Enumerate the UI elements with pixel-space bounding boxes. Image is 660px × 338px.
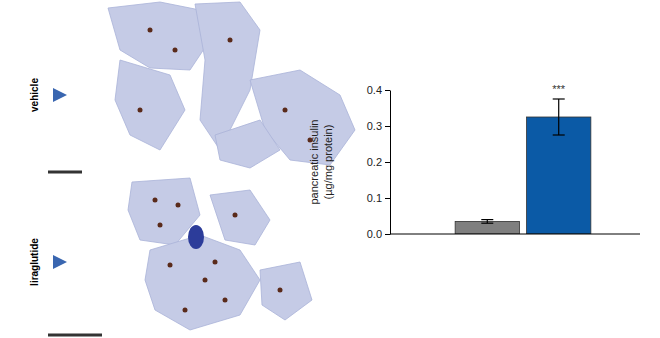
islet (158, 223, 163, 228)
arrow (53, 88, 67, 102)
error-cap (481, 219, 493, 220)
panel-label: vehicle (29, 78, 40, 112)
error-cap (481, 223, 493, 224)
error-bar (558, 99, 559, 135)
x-axis-line (390, 234, 640, 235)
tissue-section (260, 262, 312, 320)
plot-area (455, 99, 591, 234)
islet (213, 260, 218, 265)
islet (223, 298, 228, 303)
islet (203, 278, 208, 283)
bar (455, 221, 519, 234)
y-tick-mark (385, 90, 390, 91)
y-tick: 0.3 (367, 120, 390, 132)
arrow (53, 255, 67, 269)
error-cap (553, 98, 565, 99)
tissue-section (115, 60, 185, 150)
tissue-section (210, 190, 270, 245)
bar (527, 117, 591, 234)
y-axis-line (390, 91, 391, 235)
tissue-section (215, 120, 280, 168)
tissue-section (145, 235, 260, 330)
y-tick-label: 0.3 (367, 120, 382, 132)
y-tick-mark (385, 234, 390, 235)
islet (138, 108, 143, 113)
y-axis: 0.0 0.1 0.2 0.3 0.4 (367, 84, 391, 240)
scale-bar (48, 334, 102, 337)
islet (168, 263, 173, 268)
y-tick-mark (385, 126, 390, 127)
panel-label: liraglutide (29, 238, 40, 286)
islet (228, 38, 233, 43)
y-axis-title: pancreatic insulin(µg/mg protein) (308, 120, 334, 205)
y-tick-mark (385, 198, 390, 199)
y-tick: 0.0 (367, 228, 390, 240)
y-tick-label: 0.0 (367, 228, 382, 240)
y-tick-label: 0.4 (367, 84, 382, 96)
islet (183, 308, 188, 313)
significance: *** (552, 83, 566, 95)
islet (176, 203, 181, 208)
islet (233, 213, 238, 218)
islet (283, 108, 288, 113)
error-cap (553, 134, 565, 135)
tissue-stain (188, 225, 204, 249)
y-tick: 0.4 (367, 84, 390, 96)
tissue-section (108, 2, 210, 70)
y-tick: 0.1 (367, 192, 390, 204)
y-tick-label: 0.2 (367, 156, 382, 168)
islet (148, 28, 153, 33)
islet (153, 198, 158, 203)
histology (48, 2, 355, 335)
y-tick-mark (385, 162, 390, 163)
scale-bar (48, 171, 82, 174)
figure: vehicle liraglutide *** 0.0 0.1 0.2 0.3 0.4 panc… (0, 0, 660, 338)
islet (278, 288, 283, 293)
y-tick: 0.2 (367, 156, 390, 168)
y-tick-label: 0.1 (367, 192, 382, 204)
islet (173, 48, 178, 53)
